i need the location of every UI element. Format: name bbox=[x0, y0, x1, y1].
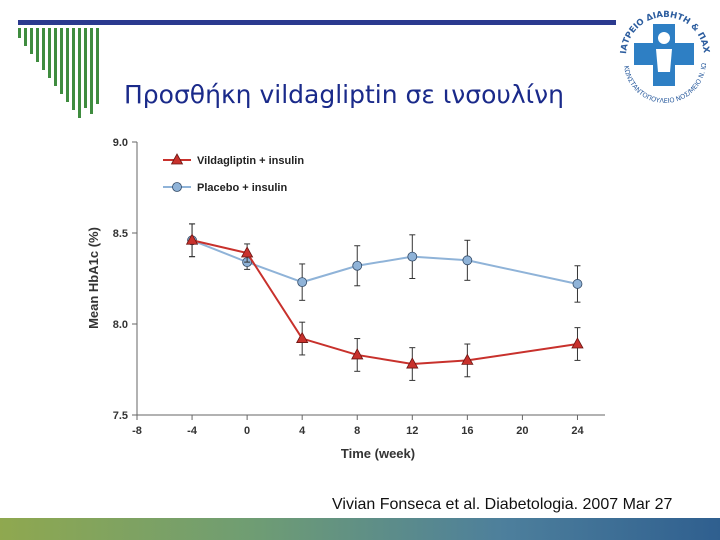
data-point bbox=[240, 246, 254, 258]
header-bar bbox=[18, 20, 616, 25]
deco-bar bbox=[42, 28, 45, 70]
legend-label: Placebo + insulin bbox=[197, 182, 287, 194]
deco-bar bbox=[96, 28, 99, 104]
x-tick-label: 4 bbox=[299, 425, 306, 437]
data-point bbox=[406, 357, 419, 369]
deco-bar bbox=[24, 28, 27, 46]
deco-bar bbox=[84, 28, 87, 108]
x-tick-label: -8 bbox=[132, 425, 142, 437]
deco-bar bbox=[48, 28, 51, 78]
legend-label: Vildagliptin + insulin bbox=[197, 155, 304, 167]
legend: Vildagliptin + insulin Placebo + insulin bbox=[163, 153, 304, 194]
data-point bbox=[351, 348, 364, 360]
data-point bbox=[297, 277, 308, 288]
deco-bar bbox=[90, 28, 93, 114]
footer-bar bbox=[0, 518, 720, 540]
hba1c-chart: 7.5 8.0 8.5 9.0 -8 -4 0 4 8 12 16 20 24 Vildaglipti… bbox=[86, 137, 605, 461]
x-tick-label: 0 bbox=[244, 425, 250, 437]
deco-bar bbox=[18, 28, 21, 38]
x-tick-label: 16 bbox=[461, 425, 473, 437]
data-point bbox=[462, 255, 473, 266]
data-point bbox=[407, 251, 418, 262]
x-tick-label: 20 bbox=[516, 425, 528, 437]
y-tick-label: 7.5 bbox=[113, 410, 128, 422]
x-axis-label: Time (week) bbox=[341, 446, 415, 461]
axes bbox=[136, 142, 605, 416]
y-axis-label: Mean HbA1c (%) bbox=[86, 227, 101, 329]
deco-bar bbox=[60, 28, 63, 94]
y-tick-label: 8.0 bbox=[113, 319, 128, 331]
series-vildagliptin bbox=[185, 223, 584, 381]
data-point bbox=[571, 337, 584, 349]
x-ticks: -8 -4 0 4 8 12 16 20 24 bbox=[132, 415, 584, 437]
data-point bbox=[572, 279, 583, 289]
x-tick-label: 24 bbox=[571, 425, 584, 437]
x-tick-label: 12 bbox=[406, 425, 418, 437]
page-title: Προσθήκη vildagliptin σε ινσουλίνη bbox=[124, 80, 564, 109]
x-tick-label: 8 bbox=[354, 425, 360, 437]
clinic-logo: ΙΑΤΡΕΙΟ ΔΙΑΒΗΤΗ & ΠΑΧΥΣΑΡΚΙΑΣ ΚΩΝΣΤΑΝΤΟΠ… bbox=[612, 2, 711, 105]
legend-marker bbox=[170, 153, 184, 165]
deco-bar bbox=[36, 28, 39, 62]
y-tick-label: 8.5 bbox=[113, 228, 128, 240]
legend-marker bbox=[172, 182, 182, 192]
y-tick-label: 9.0 bbox=[113, 137, 128, 149]
data-point bbox=[295, 331, 309, 343]
citation: Vivian Fonseca et al. Diabetologia. 2007… bbox=[332, 496, 673, 513]
x-tick-label: -4 bbox=[187, 425, 198, 437]
series-line bbox=[191, 239, 578, 366]
deco-bar bbox=[54, 28, 57, 86]
deco-bar bbox=[78, 28, 81, 118]
data-point bbox=[461, 353, 474, 365]
data-point bbox=[185, 233, 199, 245]
deco-bar bbox=[30, 28, 33, 54]
header-decoration bbox=[18, 20, 616, 118]
deco-bar bbox=[72, 28, 75, 110]
deco-bar bbox=[66, 28, 69, 102]
series-layer bbox=[185, 223, 584, 381]
medical-cross-icon bbox=[634, 24, 694, 86]
data-point bbox=[352, 260, 363, 271]
y-ticks: 7.5 8.0 8.5 9.0 bbox=[113, 137, 137, 422]
series-placebo bbox=[187, 223, 583, 303]
